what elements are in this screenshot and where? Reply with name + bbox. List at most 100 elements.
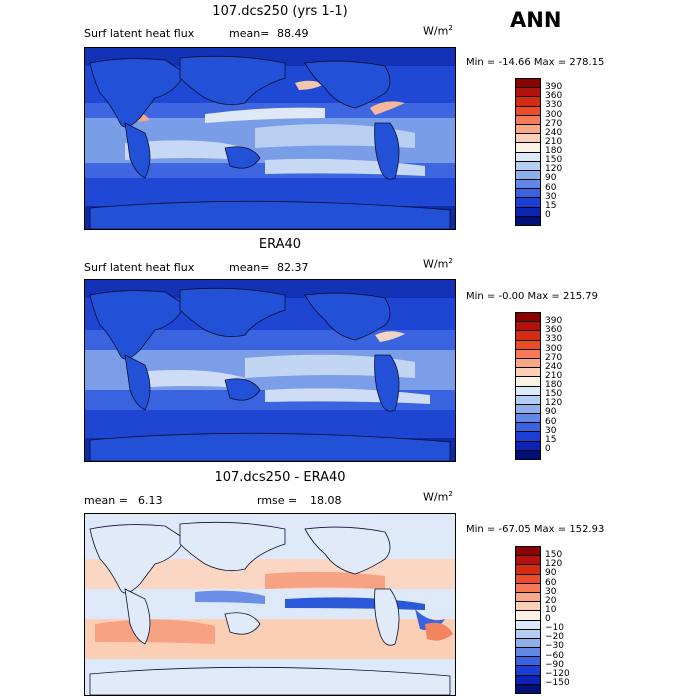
colorbar-tick-label: 300 (545, 343, 563, 354)
colorbar-swatch (516, 441, 540, 451)
colorbar-swatch (516, 638, 540, 649)
colorbar-swatch (516, 88, 540, 98)
colorbar-tick-label: 90 (545, 407, 557, 418)
colorbar-swatch (516, 620, 540, 630)
panel-3-max-value: 152.93 (569, 524, 605, 535)
colorbar-swatch (516, 414, 540, 424)
colorbar-tick-label: 90 (545, 568, 557, 579)
panel-2-units: W/m2 (423, 257, 453, 271)
colorbar-tick-label: 390 (545, 82, 563, 93)
panel-3-map-graphic (85, 514, 455, 695)
colorbar-tick-label: 300 (545, 109, 563, 120)
panel-3-mean-value: 6.13 (138, 494, 163, 507)
colorbar-swatch (516, 611, 540, 621)
panel-1-title: 107.dcs250 (yrs 1-1) (212, 4, 348, 19)
colorbar-tick-label: 270 (545, 352, 563, 363)
colorbar-swatch (516, 322, 540, 332)
panel-2-max-value: 215.79 (562, 291, 598, 302)
panel-3-rmse-value: 18.08 (310, 494, 342, 507)
colorbar-tick-label: 180 (545, 380, 563, 390)
colorbar-swatch (516, 629, 540, 639)
colorbar-swatch (516, 395, 540, 405)
panel-2-mean-label: mean= (229, 261, 270, 274)
colorbar-tick-label: 150 (545, 389, 563, 400)
colorbar-tick-label: 10 (545, 604, 557, 615)
panel-2-title: ERA40 (258, 237, 302, 252)
panel-1-min-label: Min = (466, 57, 499, 68)
panel-1-field-label: Surf latent heat flux (84, 27, 195, 40)
colorbar-tick-label: 210 (545, 370, 563, 381)
colorbar-swatch (516, 189, 540, 199)
panel-3-min-max: Min = -67.05 Max = 152.93 (466, 524, 604, 535)
colorbar-tick-label: 0 (545, 443, 551, 454)
panel-2-map-graphic (85, 280, 455, 461)
panel-2-mean-value: 82.37 (277, 261, 309, 274)
colorbar-tick-label: 60 (545, 182, 557, 193)
panel-2-field-label: Surf latent heat flux (84, 261, 195, 274)
colorbar-tick-label: 0 (545, 614, 551, 624)
colorbar-tick-label: 120 (545, 164, 563, 175)
panel-1-max-label: Max = (533, 57, 570, 68)
colorbar-tick-label: 60 (545, 416, 557, 427)
panel-3-max-label: Max = (533, 524, 570, 535)
colorbar-tick-label: 390 (545, 316, 563, 327)
colorbar-tick-label: −20 (545, 632, 564, 643)
panel-2-min-value: -0.00 (498, 291, 525, 302)
colorbar-tick-label: 30 (545, 586, 557, 597)
panel-2-min-max: Min = -0.00 Max = 215.79 (466, 291, 598, 302)
panel-1-map (84, 47, 456, 230)
colorbar-swatch (516, 124, 540, 135)
colorbar-swatch (516, 180, 540, 190)
colorbar-tick-label: 150 (545, 550, 563, 561)
colorbar-tick-label: −120 (545, 668, 570, 679)
colorbar-tick-label: −30 (545, 641, 564, 652)
colorbar-tick-label: 30 (545, 191, 557, 202)
colorbar-swatch (516, 340, 540, 350)
panel-3-title: 107.dcs250 - ERA40 (214, 470, 346, 485)
colorbar-tick-label: −150 (545, 677, 570, 688)
panel-3-units: W/m2 (423, 490, 453, 504)
colorbar-swatch (516, 79, 540, 89)
colorbar-tick-label: 120 (545, 398, 563, 409)
colorbar-swatch (516, 423, 540, 433)
colorbar-swatch (516, 648, 540, 658)
colorbar-swatch (516, 386, 540, 396)
colorbar-swatch (516, 565, 540, 575)
colorbar-tick-label: 360 (545, 91, 563, 102)
colorbar-tick-label: −90 (545, 659, 564, 670)
colorbar-swatch (516, 313, 540, 323)
panel-1-min-max: Min = -14.66 Max = 278.15 (466, 57, 604, 68)
panel-3-mean-label: mean = (84, 494, 128, 507)
panel-3-min-value: -67.05 (498, 524, 531, 535)
colorbar-tick-label: 240 (545, 361, 563, 372)
panel-3-colorbar (515, 546, 541, 694)
colorbar-tick-label: 15 (545, 200, 557, 211)
colorbar-swatch (516, 115, 540, 125)
colorbar-swatch (516, 368, 540, 378)
colorbar-swatch (516, 358, 540, 369)
colorbar-tick-label: −10 (545, 623, 564, 634)
panel-1-units: W/m2 (423, 24, 453, 38)
colorbar-swatch (516, 377, 540, 387)
colorbar-tick-label: 20 (545, 595, 557, 606)
colorbar-swatch (516, 198, 540, 208)
colorbar-tick-label: 0 (545, 209, 551, 220)
colorbar-tick-label: 210 (545, 136, 563, 147)
colorbar-swatch (516, 216, 540, 225)
panel-3-min-label: Min = (466, 524, 499, 535)
colorbar-swatch (516, 143, 540, 153)
colorbar-swatch (516, 450, 540, 459)
colorbar-tick-label: 60 (545, 577, 557, 588)
panel-1-colorbar (515, 78, 541, 226)
colorbar-tick-label: 330 (545, 334, 563, 345)
panel-1-max-value: 278.15 (569, 57, 605, 68)
panel-1-mean-label: mean= (229, 27, 270, 40)
colorbar-swatch (516, 666, 540, 676)
colorbar-swatch (516, 207, 540, 217)
colorbar-swatch (516, 349, 540, 359)
colorbar-swatch (516, 106, 540, 116)
panel-2-min-label: Min = (466, 291, 499, 302)
panel-1-map-graphic (85, 48, 455, 229)
colorbar-swatch (516, 556, 540, 566)
colorbar-swatch (516, 657, 540, 667)
